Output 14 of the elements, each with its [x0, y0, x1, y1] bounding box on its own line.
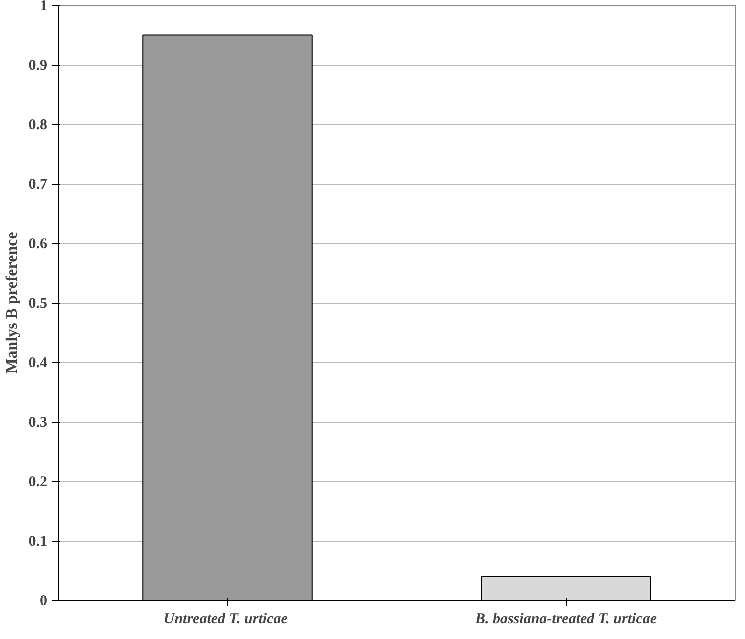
y-tick-label: 0.9 — [28, 58, 48, 74]
y-tick-label: 1 — [40, 0, 48, 14]
y-tick-label: 0.5 — [28, 296, 48, 312]
y-tick-label: 0.3 — [28, 415, 48, 431]
y-tick-label: 0.1 — [28, 534, 48, 550]
x-tick-label: Untreated T. urticae — [164, 612, 288, 628]
y-tick-label: 0.2 — [28, 474, 48, 490]
x-tick-label: B. bassiana-treated T. urticae — [474, 612, 658, 628]
y-tick-label: 0.4 — [28, 356, 48, 372]
y-axis-title: Manlys B preference — [4, 232, 21, 374]
y-tick-label: 0.8 — [28, 118, 48, 134]
y-tick-label: 0.6 — [28, 236, 48, 252]
y-tick-label: 0 — [40, 594, 48, 610]
y-tick-label: 0.7 — [28, 177, 48, 193]
